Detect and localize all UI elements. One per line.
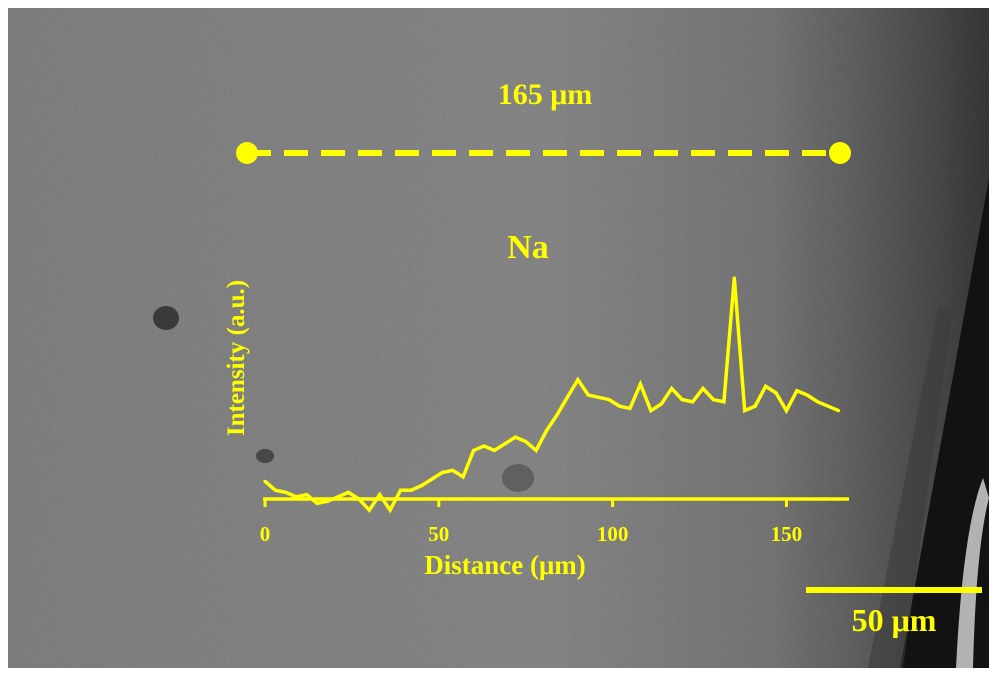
data-point [690,400,695,404]
data-point [638,382,643,386]
sem-micrograph [8,8,989,668]
data-point [617,404,622,408]
data-point [763,384,768,388]
data-point [325,499,330,503]
data-point [597,395,601,399]
data-point [836,409,841,413]
y-axis-label: Intensity (a.u.) [223,280,250,436]
data-point [586,393,590,397]
data-point [336,495,340,499]
micrograph-surface [8,8,989,668]
data-point [503,442,507,446]
data-point [451,468,455,472]
x-axis-label: Distance (μm) [424,550,586,580]
data-point [524,439,528,444]
data-point [753,404,757,408]
data-point [701,386,705,391]
x-tick-label: 150 [771,522,803,546]
data-point [795,389,799,393]
data-point [670,386,674,391]
data-point [607,397,611,402]
scale-bar-label: 50 μm [852,602,937,638]
data-point [555,413,559,417]
data-point [534,448,538,452]
data-point [461,475,465,479]
micrograph-texture [8,8,989,668]
data-point [430,477,434,481]
data-point [659,402,663,406]
data-point [471,448,476,452]
data-point [273,488,278,492]
data-point [513,435,517,439]
data-point [440,470,444,475]
data-point [315,501,319,506]
data-point [784,409,789,413]
surface-pit [256,449,274,463]
bright-edge-reflection [956,478,989,668]
data-point [774,391,778,395]
data-point [419,484,424,488]
data-point [284,490,288,494]
data-point [576,378,580,382]
data-point [388,508,392,512]
data-point [398,488,403,492]
surface-pit [153,306,179,330]
data-point [357,497,361,501]
series-line-na [263,277,840,514]
data-point [367,508,371,512]
series-points [263,276,841,512]
data-point [722,400,726,404]
data-point [492,448,497,452]
data-point [409,488,413,492]
x-tick-label: 50 [428,522,449,546]
data-point [305,492,309,497]
line-scan-length-label: 165 μm [498,78,593,111]
data-point [743,409,747,413]
data-point [378,492,382,497]
data-point [294,495,298,499]
data-point [680,397,684,402]
edge-transition [868,308,953,668]
data-point [826,404,830,408]
data-point [816,400,820,404]
chart-title: Na [507,229,549,266]
na-line-scan-chart: Na Intensity (a.u.) Distance (μm) 0 50 100… [223,229,849,580]
data-point [482,444,486,448]
x-axis-ticks: 0 50 100 150 [260,499,802,546]
line-scan-start-marker [236,142,258,164]
surface-pit [502,464,534,492]
sample-edge-dark [900,178,989,668]
x-tick-label: 100 [597,522,629,546]
data-point [732,276,736,280]
data-point [544,428,549,433]
data-point [263,479,267,483]
data-point [649,409,653,413]
data-point [805,393,809,397]
x-tick-label: 0 [260,522,271,546]
data-point [346,490,351,494]
data-point [565,395,570,399]
data-point [711,397,716,402]
data-point [628,406,632,410]
line-scan-end-marker [829,142,851,164]
